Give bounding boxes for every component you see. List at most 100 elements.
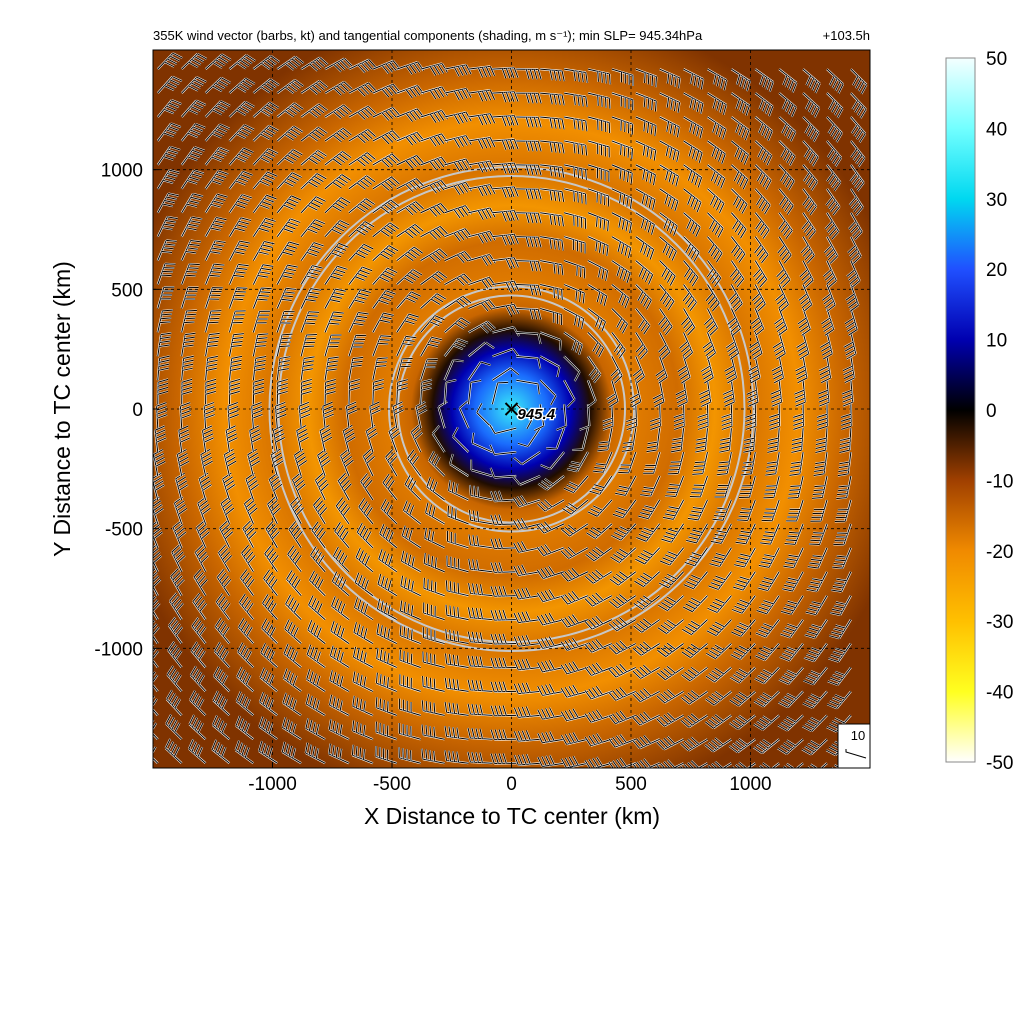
wind-barb: [236, 642, 255, 669]
wind-barb: [324, 104, 353, 120]
wind-barb: [324, 127, 352, 143]
wind-barb: [194, 544, 210, 573]
wind-barb: [260, 642, 279, 669]
wind-barb: [375, 721, 398, 741]
colorbar: 50 40 30 20 10 0 -10 -20 -30 -40 -50: [945, 49, 1013, 774]
wind-barb: [324, 150, 352, 166]
wind-barb: [328, 670, 350, 693]
wind-barb: [215, 592, 231, 621]
wind-barb: [329, 645, 350, 669]
wind-barb: [356, 522, 374, 549]
wind-barb: [319, 424, 333, 453]
wind-barb: [153, 669, 159, 693]
wind-barb: [328, 719, 350, 741]
colorbar-tick-label: -40: [986, 683, 1013, 704]
wind-barb: [348, 243, 374, 262]
y-tick-label: 0: [132, 400, 143, 421]
wind-barb: [371, 289, 396, 310]
wind-barb: [337, 472, 353, 501]
wind-barb: [179, 401, 192, 429]
wind-barb: [377, 548, 398, 573]
wind-barb: [348, 58, 377, 74]
wind-barb: [252, 78, 280, 94]
wind-barb: [300, 310, 320, 333]
wind-barb: [372, 244, 399, 262]
wind-barb: [252, 171, 278, 190]
center-pressure-label: 945.4: [518, 406, 556, 423]
wind-barb: [419, 358, 438, 381]
wind-barb: [156, 378, 169, 405]
wind-barb: [180, 76, 207, 94]
wind-barb: [180, 332, 196, 357]
wind-barb: [220, 496, 235, 525]
wind-barb: [276, 79, 304, 95]
wind-barb: [263, 544, 279, 573]
wind-barb: [252, 355, 267, 381]
wind-barb: [331, 571, 350, 597]
wind-barb: [399, 600, 422, 621]
wind-barb: [352, 621, 374, 645]
wind-barb: [192, 592, 208, 621]
wind-barb: [252, 286, 272, 309]
wind-barb: [156, 215, 178, 238]
wind-barb: [285, 569, 303, 597]
wind-barb: [358, 497, 374, 525]
wind-barb: [372, 222, 400, 238]
wind-barb: [156, 239, 177, 262]
wind-barb: [276, 355, 291, 381]
wind-barb: [252, 310, 271, 333]
wind-barb: [228, 216, 252, 238]
wind-barb: [324, 265, 348, 286]
wind-barb: [164, 738, 183, 765]
wind-barb: [214, 617, 231, 645]
wind-barb: [198, 472, 213, 501]
colorbar-tick-label: -10: [986, 471, 1013, 492]
wind-barb: [201, 425, 215, 453]
wind-barb: [395, 291, 422, 310]
wind-barb: [324, 173, 352, 190]
wind-barb: [228, 170, 254, 190]
wind-barb: [189, 690, 207, 717]
wind-barb: [169, 568, 185, 597]
wind-barb: [188, 738, 207, 765]
wind-barb: [420, 270, 448, 286]
colorbar-tick-label: 20: [986, 260, 1007, 281]
wind-barb: [276, 264, 299, 286]
wind-barb: [371, 334, 392, 357]
wind-barb: [300, 195, 326, 214]
wind-barb: [288, 520, 304, 549]
wind-barb: [300, 264, 323, 286]
wind-barb: [396, 177, 425, 193]
wind-barb: [286, 545, 303, 573]
wind-barb: [355, 547, 374, 573]
wind-barb: [211, 739, 231, 765]
wind-barb: [262, 569, 279, 597]
wind-barb: [228, 309, 246, 333]
wind-barb: [212, 690, 231, 717]
colorbar-tick-label: 10: [986, 331, 1007, 352]
wind-barb: [168, 616, 184, 645]
wind-barb: [384, 448, 398, 477]
wind-barb: [309, 545, 326, 573]
wind-barb: [419, 378, 433, 405]
wind-barb: [354, 572, 374, 597]
wind-barb: [203, 401, 216, 429]
wind-barb: [180, 216, 203, 238]
wind-barb: [257, 740, 278, 765]
wind-barb: [395, 378, 409, 405]
wind-barb: [153, 719, 159, 741]
wind-barb: [374, 745, 398, 765]
wind-barb: [307, 595, 326, 621]
reference-barb-label: 10: [851, 728, 865, 743]
wind-barb: [311, 521, 327, 549]
wind-barb: [265, 520, 280, 549]
wind-barb: [252, 332, 269, 357]
time-label: +103.5h: [823, 28, 870, 43]
wind-barb: [204, 170, 229, 190]
wind-barb: [324, 311, 344, 333]
wind-barb: [372, 129, 401, 145]
wind-barb: [419, 336, 443, 357]
wind-barb: [333, 521, 350, 549]
wind-barb: [300, 378, 313, 405]
y-tick-label: -1000: [94, 639, 143, 660]
